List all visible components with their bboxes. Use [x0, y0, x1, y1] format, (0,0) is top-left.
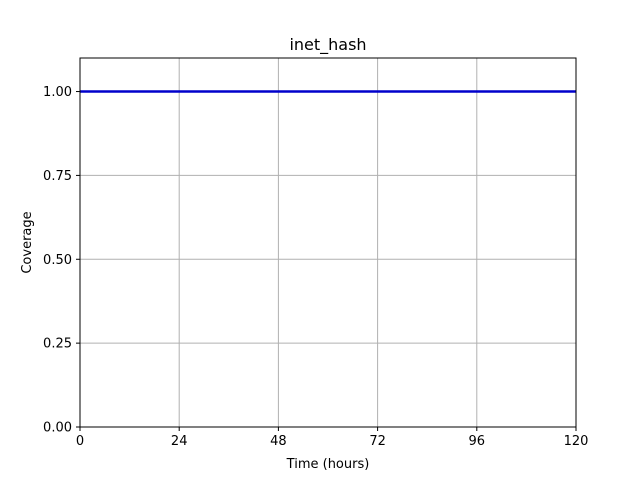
x-tick-label: 24 [171, 434, 188, 449]
x-axis-label: Time (hours) [286, 457, 370, 472]
chart-title: inet_hash [289, 35, 366, 55]
y-tick-label: 0.50 [43, 253, 72, 268]
x-tick-label: 0 [76, 434, 84, 449]
y-tick-label: 0.75 [43, 169, 72, 184]
x-tick-label: 72 [369, 434, 386, 449]
x-tick-label: 48 [270, 434, 287, 449]
axes-frame [79, 57, 577, 428]
x-tick-label: 120 [564, 434, 589, 449]
y-tick-label: 0.00 [43, 421, 72, 436]
ticks: 0 24 48 72 96 120 0.00 0.25 0.50 0.75 1.00 [43, 85, 588, 449]
y-tick-label: 0.25 [43, 337, 72, 352]
x-tick-label: 96 [469, 434, 486, 449]
y-axis-label: Coverage [20, 211, 35, 273]
y-tick-label: 1.00 [43, 85, 72, 100]
